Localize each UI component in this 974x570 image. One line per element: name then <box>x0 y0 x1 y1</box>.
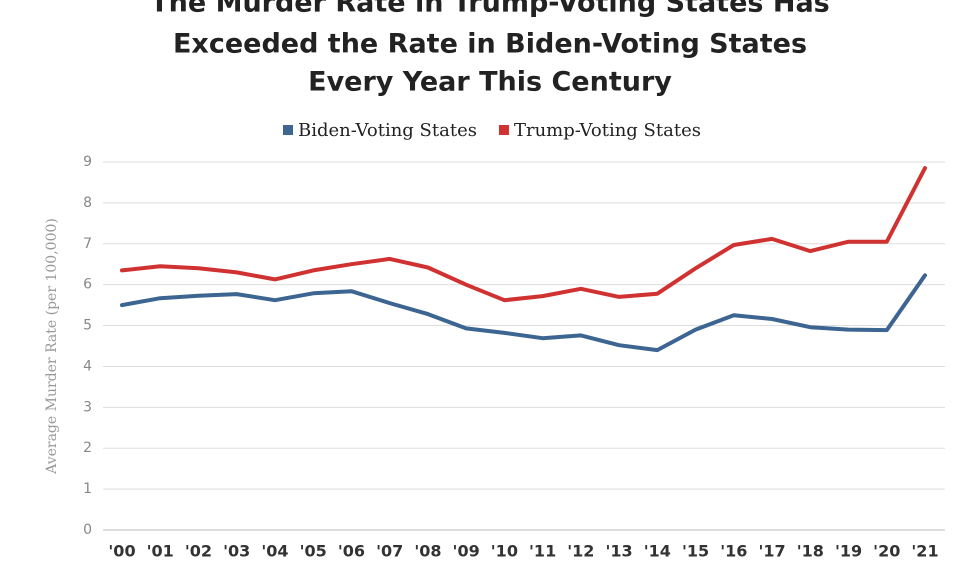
y-tick-label: 8 <box>83 195 92 211</box>
y-tick-label: 5 <box>83 318 92 334</box>
series-line <box>120 273 927 353</box>
y-tick-label: 9 <box>83 154 92 170</box>
x-tick-label: '04 <box>261 542 288 561</box>
x-tick-label: '07 <box>376 542 403 561</box>
y-tick-label: 4 <box>83 358 92 374</box>
x-tick-label: '17 <box>758 542 785 561</box>
y-tick-label: 6 <box>83 277 92 293</box>
x-tick-label: '00 <box>108 542 135 561</box>
x-tick-label: '03 <box>223 542 250 561</box>
x-tick-label: '09 <box>453 542 480 561</box>
series-line <box>120 166 927 303</box>
x-tick-label: '20 <box>873 542 900 561</box>
y-tick-label: 3 <box>83 399 92 415</box>
chart-title: Every Year This Century <box>308 67 672 98</box>
x-tick-label: '12 <box>567 542 594 561</box>
legend-label: Biden-Voting States <box>298 120 477 141</box>
x-tick-label: '08 <box>414 542 441 561</box>
y-tick-label: 2 <box>83 440 92 456</box>
x-tick-label: '14 <box>644 542 671 561</box>
legend-label: Trump-Voting States <box>514 120 701 141</box>
x-tick-label: '15 <box>682 542 709 561</box>
x-tick-label: '10 <box>491 542 518 561</box>
legend-swatch <box>498 125 509 135</box>
x-tick-label: '06 <box>338 542 365 561</box>
x-tick-label: '19 <box>835 542 862 561</box>
y-tick-label: 1 <box>83 481 92 497</box>
chart-title: The Murder Rate in Trump-Voting States H… <box>150 0 830 19</box>
x-tick-label: '05 <box>300 542 327 561</box>
y-tick-label: 7 <box>83 236 92 252</box>
x-tick-label: '16 <box>720 542 747 561</box>
x-tick-label: '01 <box>147 542 174 561</box>
chart-title: Exceeded the Rate in Biden-Voting States <box>173 29 807 60</box>
x-tick-label: '13 <box>606 542 633 561</box>
x-tick-label: '18 <box>797 542 824 561</box>
x-tick-label: '11 <box>529 542 556 561</box>
x-tick-label: '21 <box>911 542 938 561</box>
y-tick-label: 0 <box>83 522 92 538</box>
y-axis-label: Average Murder Rate (per 100,000) <box>44 218 60 475</box>
legend-swatch <box>283 125 293 135</box>
x-tick-label: '02 <box>185 542 212 561</box>
